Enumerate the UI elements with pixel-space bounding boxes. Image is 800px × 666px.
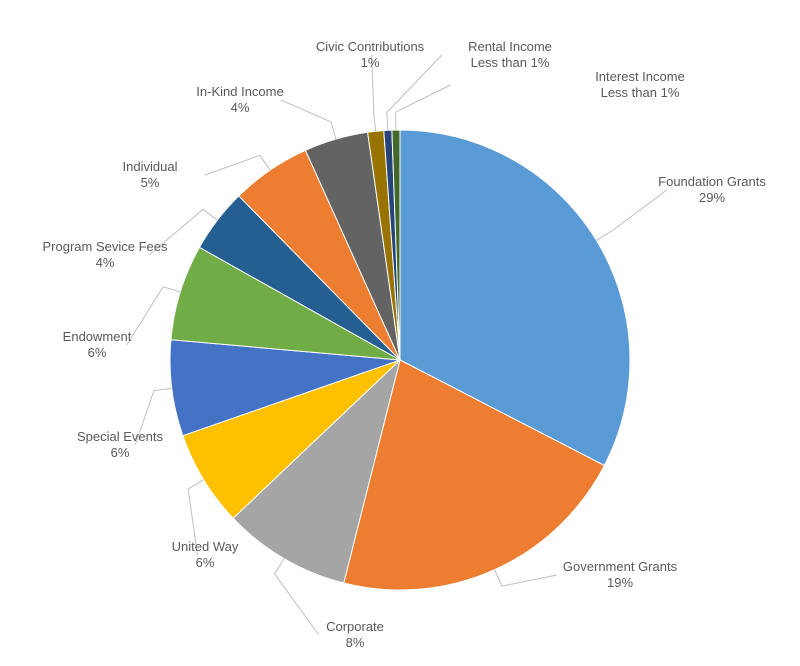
slice-label: In-Kind Income4% — [196, 84, 283, 117]
slice-label-value: 6% — [172, 555, 239, 571]
slice-label-name: Endowment — [63, 329, 132, 345]
slice-label-name: Corporate — [326, 619, 384, 635]
leader-line — [396, 85, 451, 130]
leader-line — [281, 100, 336, 139]
slice-label-value: 5% — [123, 175, 178, 191]
slice-label: Program Sevice Fees4% — [43, 239, 168, 272]
slice-label-value: 1% — [316, 55, 424, 71]
slice-label-name: Special Events — [77, 429, 163, 445]
slice-label: Corporate8% — [326, 619, 384, 652]
leader-line — [596, 190, 666, 240]
slice-label: Government Grants19% — [563, 559, 677, 592]
leader-line — [205, 155, 270, 175]
slice-label-value: Less than 1% — [468, 55, 552, 71]
slice-label-name: Individual — [123, 159, 178, 175]
slice-label-name: Civic Contributions — [316, 39, 424, 55]
slice-label: Individual5% — [123, 159, 178, 192]
slice-label: Civic Contributions1% — [316, 39, 424, 72]
slice-label: United Way6% — [172, 539, 239, 572]
slice-label-name: Foundation Grants — [658, 174, 766, 190]
slice-label: Interest IncomeLess than 1% — [595, 69, 685, 102]
slice-label-value: 4% — [196, 100, 283, 116]
slice-label: Rental IncomeLess than 1% — [468, 39, 552, 72]
slice-label-value: 4% — [43, 255, 168, 271]
slice-label: Special Events6% — [77, 429, 163, 462]
leader-line — [495, 570, 557, 586]
slice-label-value: 6% — [63, 345, 132, 361]
slice-label: Foundation Grants29% — [658, 174, 766, 207]
slice-label-name: Government Grants — [563, 559, 677, 575]
slice-label: Endowment6% — [63, 329, 132, 362]
slice-label-name: Interest Income — [595, 69, 685, 85]
slice-label-name: In-Kind Income — [196, 84, 283, 100]
slice-label-value: 6% — [77, 445, 163, 461]
slice-label-value: 8% — [326, 635, 384, 651]
slice-label-name: Program Sevice Fees — [43, 239, 168, 255]
pie-chart: Foundation Grants29% Government Grants19%… — [0, 0, 800, 666]
slice-label-value: 19% — [563, 575, 677, 591]
slice-label-name: Rental Income — [468, 39, 552, 55]
slice-label-value: 29% — [658, 190, 766, 206]
slice-label-value: Less than 1% — [595, 85, 685, 101]
slice-label-name: United Way — [172, 539, 239, 555]
